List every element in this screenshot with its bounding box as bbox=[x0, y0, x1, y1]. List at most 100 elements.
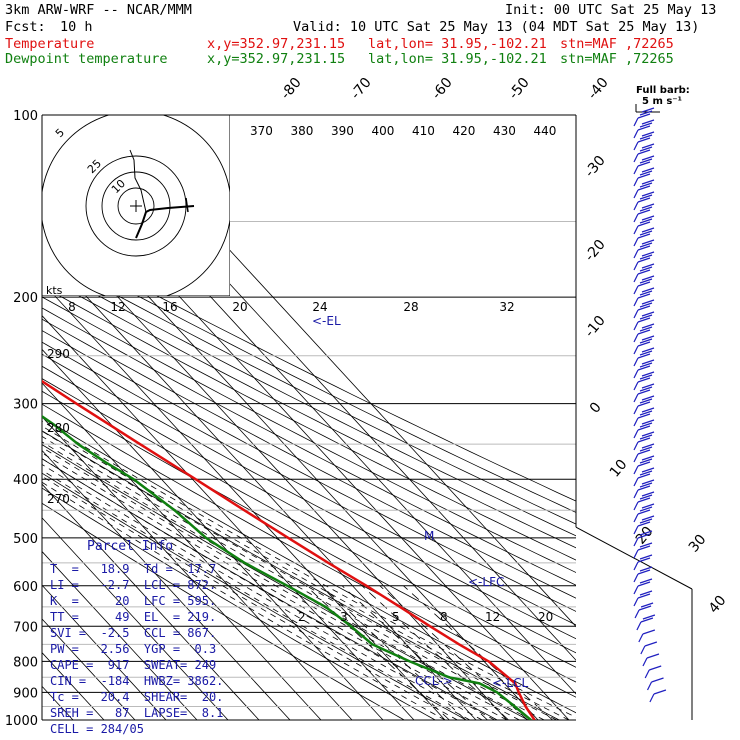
wind-barb bbox=[644, 665, 662, 679]
wind-barb-feather bbox=[642, 614, 656, 620]
wind-barb-feather bbox=[637, 497, 651, 503]
wind-barb-feather bbox=[639, 410, 653, 416]
hodograph-trace bbox=[135, 205, 195, 239]
wind-barb-shaft bbox=[633, 141, 639, 151]
wind-barb-feather bbox=[641, 167, 655, 173]
wind-barb-feather bbox=[637, 389, 651, 395]
wind-barb-shaft bbox=[646, 681, 653, 691]
wind-barb-feather bbox=[637, 125, 651, 131]
mixing-ratio-tick-label: 20 bbox=[538, 610, 553, 624]
temperature-legend: Temperature bbox=[5, 36, 95, 52]
wind-barb-shaft bbox=[633, 573, 639, 583]
wind-barb bbox=[633, 251, 655, 271]
hodograph-trace-upper bbox=[129, 149, 147, 213]
theta-e-tick-label: 12 bbox=[110, 300, 125, 314]
wind-barb-feather bbox=[637, 269, 651, 275]
wind-barb bbox=[633, 566, 653, 583]
wind-barb-shaft bbox=[633, 549, 639, 559]
wind-barb bbox=[633, 419, 655, 439]
isotherm-line bbox=[42, 517, 229, 720]
wind-barb-feather bbox=[641, 383, 655, 389]
wind-barb-shaft bbox=[633, 429, 639, 439]
wind-barb-feather bbox=[639, 362, 653, 368]
wind-barb-feather bbox=[639, 182, 653, 188]
fcst-value: 10 h bbox=[60, 19, 93, 35]
wind-barb-shaft bbox=[642, 657, 648, 667]
isotherm-line bbox=[42, 584, 167, 720]
wind-barb-feather bbox=[641, 407, 655, 413]
wind-barb-feather bbox=[641, 227, 655, 233]
barb-legend-units: 5 m s⁻¹ bbox=[642, 96, 682, 107]
wind-barb-feather bbox=[641, 155, 655, 161]
wind-barb-shaft bbox=[633, 177, 639, 187]
wind-barb-shaft bbox=[633, 333, 639, 343]
dry-adiabat-tick-label: 280 bbox=[47, 421, 70, 435]
wind-barb-shaft bbox=[633, 213, 639, 223]
pressure-tick-label: 200 bbox=[13, 291, 38, 306]
wind-barb-shaft bbox=[633, 309, 639, 319]
wind-barb-feather bbox=[641, 275, 655, 281]
wind-barb bbox=[633, 143, 655, 163]
wind-barb-feather bbox=[637, 581, 651, 587]
mixing-ratio-line bbox=[361, 585, 509, 720]
wind-barb-feather bbox=[641, 131, 655, 137]
wind-barb bbox=[633, 275, 655, 295]
wind-barb-feather bbox=[637, 413, 651, 419]
wind-barb-shaft bbox=[633, 285, 639, 295]
wind-barb-feather bbox=[639, 350, 653, 356]
wind-barb-feather bbox=[639, 554, 653, 560]
wind-barb bbox=[633, 191, 655, 211]
wind-barb-shaft bbox=[633, 477, 639, 487]
wind-barb-shaft bbox=[633, 273, 639, 283]
wind-barb-shaft bbox=[633, 405, 639, 415]
wind-barb-shaft bbox=[644, 669, 650, 679]
wind-barb-feather bbox=[637, 113, 651, 119]
wind-barb-feather bbox=[639, 206, 653, 212]
dewpoint-legend: Dewpoint temperature bbox=[5, 51, 168, 67]
wind-barb-feather bbox=[637, 533, 651, 539]
wind-barb-feather bbox=[641, 239, 655, 245]
wind-barb-feather bbox=[637, 473, 651, 479]
wind-barb bbox=[633, 263, 655, 283]
wind-barb-feather bbox=[637, 185, 651, 191]
wind-barb-feather bbox=[639, 422, 653, 428]
wind-barb bbox=[633, 299, 655, 319]
moist-adiabat-line bbox=[42, 430, 557, 720]
wind-barb-feather bbox=[641, 179, 655, 185]
pressure-tick-label: 800 bbox=[13, 655, 38, 670]
wind-barb-feather bbox=[641, 443, 655, 449]
wind-barb-shaft bbox=[633, 345, 639, 355]
wind-barb-feather bbox=[644, 641, 658, 647]
init-time: Init: 00 UTC Sat 25 May 13 bbox=[505, 2, 717, 18]
hodograph-ring bbox=[117, 187, 155, 225]
wind-barb-feather bbox=[637, 137, 651, 143]
wind-barb-feather bbox=[637, 353, 651, 359]
parcel-row: SVI = -2.5 CCL = 867. bbox=[50, 626, 217, 640]
wind-barb-feather bbox=[637, 149, 651, 155]
wind-barb bbox=[633, 371, 655, 391]
theta-tick-label: 380 bbox=[291, 124, 314, 138]
ccl-marker: CCL-> bbox=[415, 674, 453, 688]
wind-barb-feather bbox=[639, 326, 653, 332]
theta-e-tick-label: 24 bbox=[312, 300, 327, 314]
temperature-latlon: lat,lon= 31.95,-102.21 bbox=[368, 36, 547, 52]
wind-barb bbox=[633, 455, 655, 475]
wind-barb-shaft bbox=[638, 633, 644, 643]
wind-barb-feather bbox=[637, 593, 651, 599]
theta-tick-label: 420 bbox=[453, 124, 476, 138]
wind-barbs bbox=[633, 104, 667, 703]
wind-barb-feather bbox=[637, 161, 651, 167]
wind-barb-feather bbox=[639, 218, 653, 224]
parcel-row: LI = -2.7 LCL = 872. bbox=[50, 578, 217, 592]
wind-barb-shaft bbox=[633, 297, 639, 307]
wind-barb bbox=[633, 323, 655, 343]
wind-barb bbox=[633, 179, 655, 199]
wind-barb-shaft bbox=[634, 609, 640, 619]
wind-barb-feather bbox=[639, 446, 653, 452]
wind-barb-feather bbox=[651, 677, 664, 683]
moist-adiabat-line bbox=[42, 463, 483, 720]
wind-barb-feather bbox=[639, 242, 653, 248]
wind-barb-shaft bbox=[633, 489, 639, 499]
wind-barb-feather bbox=[637, 545, 651, 551]
